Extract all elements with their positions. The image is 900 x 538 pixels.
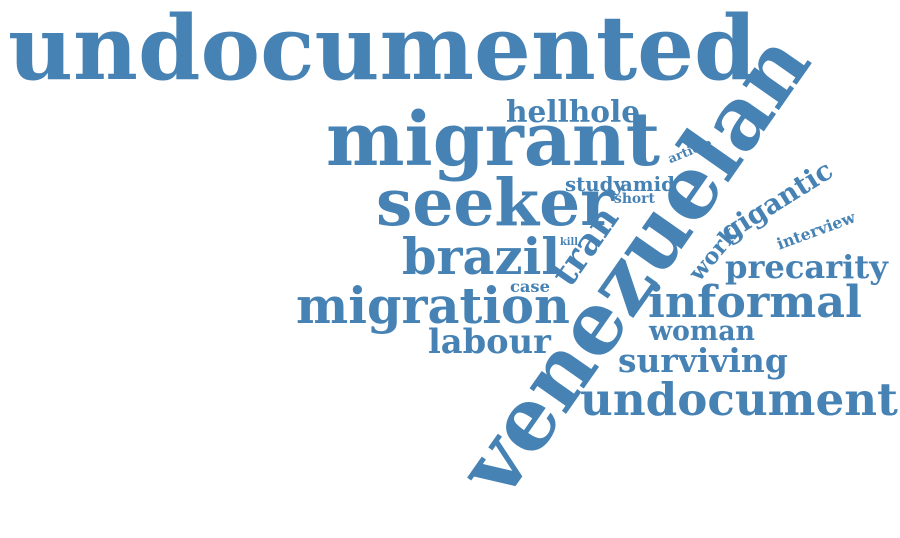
word-undocumented: undocumented [8,0,757,101]
word-seeker-text: seeker [376,164,615,241]
word-amid-text: amid [620,172,675,196]
word-seeker: seeker [376,164,615,241]
word-informal-text: informal [648,276,862,328]
word-labour: labour [428,321,551,361]
word-undocument: undocument [580,377,898,422]
word-case-text: case [510,276,550,296]
word-woman: woman [649,316,756,347]
word-migrant: migrant [326,102,660,176]
word-short-text: short [614,190,655,207]
word-migration: migration [296,277,570,335]
word-precarity-text: precarity [725,248,888,286]
word-study: study [565,171,625,196]
word-migrant-text: migrant [326,95,661,183]
word-woman-text: woman [649,316,756,347]
word-informal: informal [648,276,862,328]
word-brazil: brazil [402,227,561,286]
word-amid: amid [620,172,675,196]
word-precarity: precarity [725,251,888,283]
word-study-text: study [565,171,625,196]
word-hellhole: hellhole [506,93,641,129]
word-hellhole-text: hellhole [506,93,641,129]
word-interview: interview [774,207,858,254]
word-interview-text: interview [774,207,858,254]
word-migration-text: migration [296,277,570,335]
word-undocument-text: undocument [580,373,898,426]
word-brazil-text: brazil [402,227,561,286]
word-surviving-text: surviving [618,340,788,380]
word-labour-text: labour [428,321,551,361]
word-kill-text: kill [560,236,579,248]
word-surviving: surviving [618,340,788,380]
word-case: case [510,276,550,296]
word-short: short [614,190,655,207]
word-kill: kill [560,236,579,248]
word-undocumented-text: undocumented [8,0,757,101]
